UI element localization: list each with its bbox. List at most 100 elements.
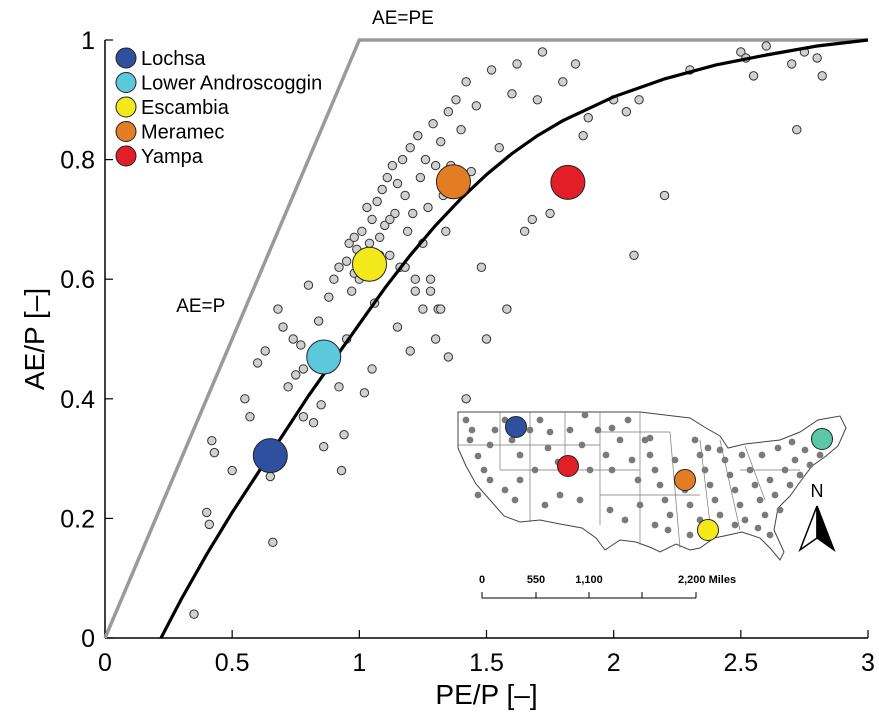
map-gauge-dot (781, 466, 789, 474)
map-gauge-dot (486, 476, 494, 484)
data-point (443, 107, 454, 117)
map-gauge-dot (701, 466, 709, 474)
map-gauge-dot (556, 491, 564, 499)
data-point (761, 41, 771, 51)
data-point (367, 214, 377, 225)
label-ae-pe: AE=PE (372, 8, 434, 29)
map-marker (674, 469, 696, 491)
map-gauge-dot (516, 476, 524, 484)
map-gauge-dot (691, 436, 699, 444)
data-point (583, 113, 593, 123)
data-point (410, 274, 420, 284)
data-point (329, 274, 339, 284)
map-gauge-dot (546, 428, 554, 436)
data-point (273, 304, 283, 314)
map-gauge-dot (706, 481, 714, 489)
map-gauge-dot (758, 451, 766, 459)
inset-map: 0 550 1,100 2,200 Miles N (457, 411, 847, 599)
data-point (545, 208, 555, 219)
data-point (425, 274, 436, 284)
map-gauge-dot (716, 511, 724, 519)
state-border (719, 439, 741, 531)
map-gauge-dot (786, 481, 794, 489)
map-gauge-dot (661, 496, 669, 504)
data-point (319, 441, 329, 452)
data-point (408, 208, 418, 219)
data-point (428, 119, 438, 129)
data-point (339, 429, 349, 440)
data-point (481, 334, 492, 344)
map-marker (505, 416, 527, 438)
state-border (669, 431, 681, 549)
data-point (278, 322, 288, 332)
legend-marker-lochsa (115, 47, 137, 69)
map-gauge-dot (754, 524, 762, 532)
map-gauge-dot (771, 491, 779, 499)
map-gauge-dot (536, 416, 544, 424)
scale-bar-label: 0 (479, 574, 485, 586)
data-point (486, 65, 497, 75)
x-tick-label: 2 (607, 649, 621, 677)
data-point (357, 226, 367, 237)
legend-marker-yampa (115, 145, 137, 167)
y-tick-label: 1 (81, 27, 95, 55)
data-point (425, 286, 436, 296)
data-point (265, 471, 276, 482)
map-gauge-dot (796, 471, 804, 479)
data-point (413, 130, 423, 141)
data-point (405, 346, 415, 356)
map-gauge-dot (766, 476, 774, 484)
data-point (288, 334, 298, 344)
data-point (291, 370, 301, 380)
legend-marker-meramec (115, 121, 137, 142)
map-gauge-dot (741, 516, 749, 524)
data-point (400, 190, 410, 201)
data-point (240, 394, 250, 404)
fit-curve (159, 38, 869, 639)
data-point (634, 95, 644, 105)
data-point (570, 59, 581, 69)
data-point (792, 125, 802, 135)
map-gauge-dot (651, 521, 659, 529)
y-tick-label: 0 (81, 625, 95, 653)
x-tick-label: 1 (352, 649, 366, 677)
point-lochsa (252, 438, 288, 474)
map-gauge-dot (586, 466, 594, 474)
data-point (385, 250, 395, 260)
data-point (736, 47, 746, 57)
data-point (471, 101, 482, 111)
gray-points (189, 41, 827, 619)
data-point (283, 382, 293, 392)
map-gauge-dot (541, 501, 549, 509)
data-point (787, 59, 797, 69)
data-point (402, 226, 413, 237)
map-gauge-dot (751, 481, 759, 489)
data-point (227, 465, 237, 476)
data-point (324, 292, 334, 302)
x-tick-label: 0.5 (215, 649, 250, 677)
map-gauge-dot (634, 476, 642, 484)
point-meramec (435, 164, 471, 200)
data-point (436, 304, 446, 314)
map-gauge-dot (576, 496, 584, 504)
data-point (209, 447, 220, 458)
y-axis-label: AE/P [–] (19, 288, 50, 390)
map-gauge-dot (516, 451, 524, 459)
data-point (336, 465, 347, 476)
data-point (372, 196, 382, 207)
map-gauge-dot (474, 452, 482, 460)
y-tick-label: 0.8 (60, 147, 95, 175)
data-point (344, 238, 354, 249)
scale-bar-label: 1,100 (575, 574, 603, 586)
scale-bar-label: 550 (527, 574, 545, 586)
data-point (558, 77, 568, 87)
data-point (748, 71, 759, 81)
data-point (359, 388, 370, 398)
map-gauge-dot (480, 466, 488, 474)
data-point (410, 286, 420, 296)
map-gauge-dot (468, 426, 476, 434)
north-arrow-left (798, 505, 818, 553)
data-point (461, 394, 471, 404)
data-point (362, 202, 372, 213)
data-point (392, 322, 403, 332)
